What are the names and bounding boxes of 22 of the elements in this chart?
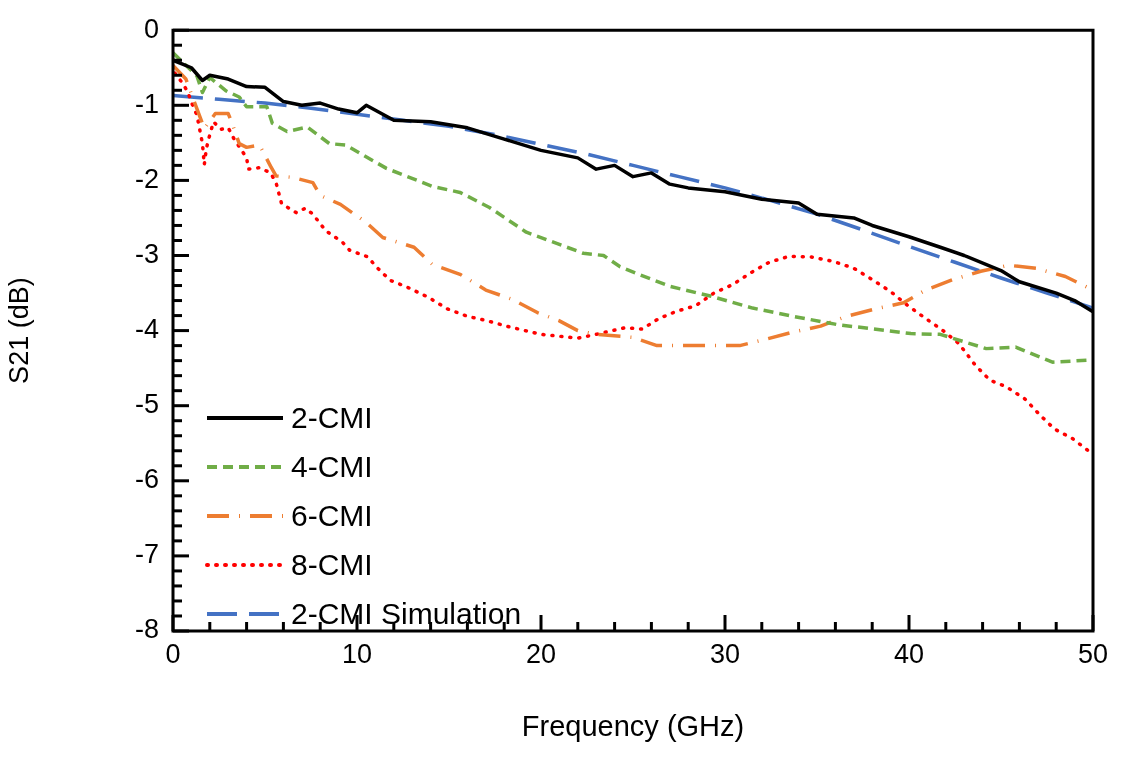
x-tick-label: 20 [525,638,557,669]
x-tick-label: 0 [165,638,181,669]
y-tick-label: -4 [134,314,159,345]
legend-label: 8-CMI [291,547,373,583]
x-tick-label: 30 [709,638,741,669]
y-tick-label: -2 [134,163,159,194]
y-tick-label: -8 [134,614,159,645]
y-tick-label: 0 [143,13,159,44]
legend-label: 4-CMI [291,449,373,485]
y-tick-label: -3 [134,238,159,269]
y-tick-label: -6 [134,464,159,495]
y-tick-label: -5 [134,389,159,420]
x-tick-label: 40 [893,638,925,669]
legend-label: 2-CMI Simulation [291,596,522,632]
y-tick-label: -7 [134,539,159,570]
legend-label: 6-CMI [291,498,373,534]
legend-label: 2-CMI [291,400,373,436]
y-tick-label: -1 [134,88,159,119]
x-tick-label: 50 [1077,638,1109,669]
x-axis-title: Frequency (GHz) [521,709,745,742]
x-tick-label: 10 [341,638,373,669]
y-axis-title: S21 (dB) [3,277,34,384]
